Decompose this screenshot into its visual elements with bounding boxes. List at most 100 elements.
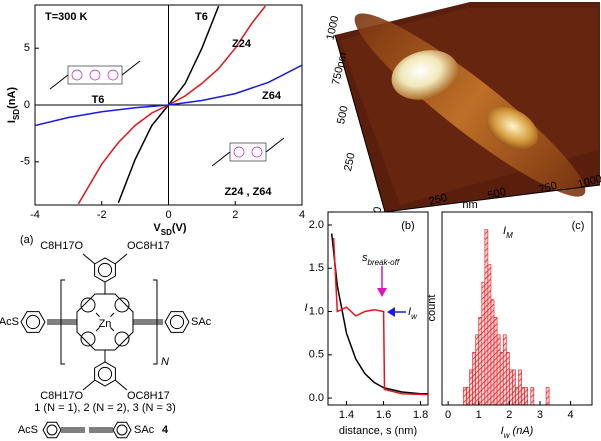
annotation-sub: M bbox=[506, 231, 513, 240]
caption: 1 (N = 1), 2 (N = 2), 3 (N = 3) bbox=[34, 402, 176, 414]
benzene-ring bbox=[94, 257, 116, 283]
x-axis-label-rest: (V) bbox=[172, 222, 187, 234]
data-line bbox=[35, 64, 302, 127]
panel-label: (a) bbox=[20, 234, 33, 246]
pyrrole bbox=[114, 331, 130, 347]
inset-ring bbox=[89, 69, 101, 81]
benzene-ring bbox=[94, 361, 116, 387]
pyrrole bbox=[80, 331, 96, 347]
y-axis-label: I bbox=[304, 302, 307, 314]
y-axis-label-sub: SD bbox=[12, 109, 21, 120]
hist-bar bbox=[475, 334, 480, 406]
x-axis-label-sub: SD bbox=[161, 228, 172, 237]
hist-bar bbox=[502, 334, 507, 406]
panel-label: (c) bbox=[572, 220, 585, 232]
hist-bar bbox=[490, 299, 495, 406]
hist-bar bbox=[487, 264, 492, 406]
hist-bar bbox=[521, 387, 525, 406]
y-tick-label: 0.0 bbox=[309, 392, 324, 404]
x-tick-label: -4 bbox=[30, 209, 40, 221]
hist-bar bbox=[512, 369, 516, 406]
x-tick-label: 0 bbox=[165, 209, 171, 221]
y-tick-label: 2.0 bbox=[309, 219, 324, 231]
afm-tick-label: 500 bbox=[335, 105, 351, 125]
y-tick-label: -5 bbox=[20, 156, 30, 168]
hist-bar bbox=[463, 387, 467, 406]
hist-bar bbox=[478, 316, 483, 406]
panel-label: (b) bbox=[401, 220, 414, 232]
inset-label: Z24 , Z64 bbox=[224, 186, 272, 198]
series-label: Z64 bbox=[262, 90, 282, 102]
substituent: C8H17O bbox=[40, 390, 83, 402]
x-tick-label: 0 bbox=[445, 409, 451, 421]
inset-molecule bbox=[229, 142, 267, 162]
benzene-inner bbox=[116, 424, 128, 436]
hist-bar bbox=[505, 352, 510, 406]
x-tick-label: 3 bbox=[537, 409, 543, 421]
n-zn-bond bbox=[95, 327, 100, 332]
plot-frame bbox=[441, 211, 593, 406]
y-tick-label: 1.0 bbox=[309, 305, 324, 317]
x-tick-label: 4 bbox=[299, 209, 305, 221]
hist-bar bbox=[530, 387, 535, 406]
y-axis-label: ISD(nA) bbox=[6, 87, 21, 124]
afm-tick-label: 1000 bbox=[324, 15, 341, 41]
inset-label: T6 bbox=[92, 94, 105, 106]
x-axis-label-main: V bbox=[153, 222, 161, 234]
annotation-main: I bbox=[408, 306, 411, 318]
substituent: OC8H17 bbox=[127, 390, 170, 402]
benzene-inner bbox=[25, 314, 41, 330]
arrow-head bbox=[377, 288, 387, 297]
hist-bar bbox=[515, 387, 519, 406]
x-axis-label: distance, s (nm) bbox=[339, 425, 417, 437]
benzene-inner bbox=[46, 424, 58, 436]
x-axis-label-sub: w bbox=[504, 431, 511, 440]
bond bbox=[82, 253, 96, 265]
x-tick-label: -2 bbox=[97, 209, 107, 221]
compound-label: 4 bbox=[162, 424, 169, 436]
end-group: SAc bbox=[191, 316, 212, 328]
substituent: C8H17O bbox=[40, 240, 83, 252]
hist-bar bbox=[493, 316, 498, 406]
afm-tick-label: 250 bbox=[428, 192, 449, 208]
porphyrin-ring bbox=[76, 293, 134, 351]
x-axis-label: VSD(V) bbox=[153, 222, 186, 237]
hist-bar bbox=[509, 369, 513, 406]
benzene-inner bbox=[97, 262, 113, 278]
x-tick-label: 1.8 bbox=[413, 409, 428, 421]
afm-particle bbox=[391, 50, 459, 100]
annotation: IM bbox=[503, 225, 513, 240]
annotation-sub: w bbox=[411, 312, 418, 321]
end-group: SAc bbox=[134, 424, 155, 436]
repeat-label: N bbox=[161, 356, 169, 368]
afm-image bbox=[334, 2, 601, 213]
x-tick-label: 1.4 bbox=[339, 409, 354, 421]
annotation-main: s bbox=[362, 252, 368, 264]
inset-bond bbox=[265, 137, 285, 153]
inset-ring bbox=[251, 146, 263, 158]
y-axis-label: count bbox=[426, 295, 438, 322]
benzene-inner bbox=[97, 366, 113, 382]
y-tick-label: 5 bbox=[24, 42, 30, 54]
x-tick-label: 4 bbox=[568, 409, 574, 421]
metal-label: Zn bbox=[99, 318, 112, 330]
afm-unit: nm bbox=[334, 51, 349, 68]
n-zn-bond bbox=[110, 312, 115, 317]
inset-ring bbox=[233, 146, 245, 158]
series-label: T6 bbox=[195, 11, 208, 23]
inset-bond bbox=[121, 60, 141, 76]
y-axis-label-rest: (nA) bbox=[6, 87, 18, 109]
n-zn-bond bbox=[95, 312, 100, 317]
plot-frame bbox=[327, 211, 429, 406]
afm-tick-label: 1000 bbox=[577, 173, 601, 191]
hist-bar bbox=[524, 387, 529, 406]
annotation-sub: break-off bbox=[368, 258, 400, 267]
x-tick-label: 1.6 bbox=[376, 409, 391, 421]
bracket bbox=[153, 279, 158, 365]
end-group: AcS bbox=[0, 316, 19, 328]
benzene-ring bbox=[20, 311, 46, 333]
afm-tick-label: 750 bbox=[538, 180, 559, 196]
annotation: Iw bbox=[408, 306, 418, 321]
y-tick-label: 0 bbox=[24, 99, 30, 111]
